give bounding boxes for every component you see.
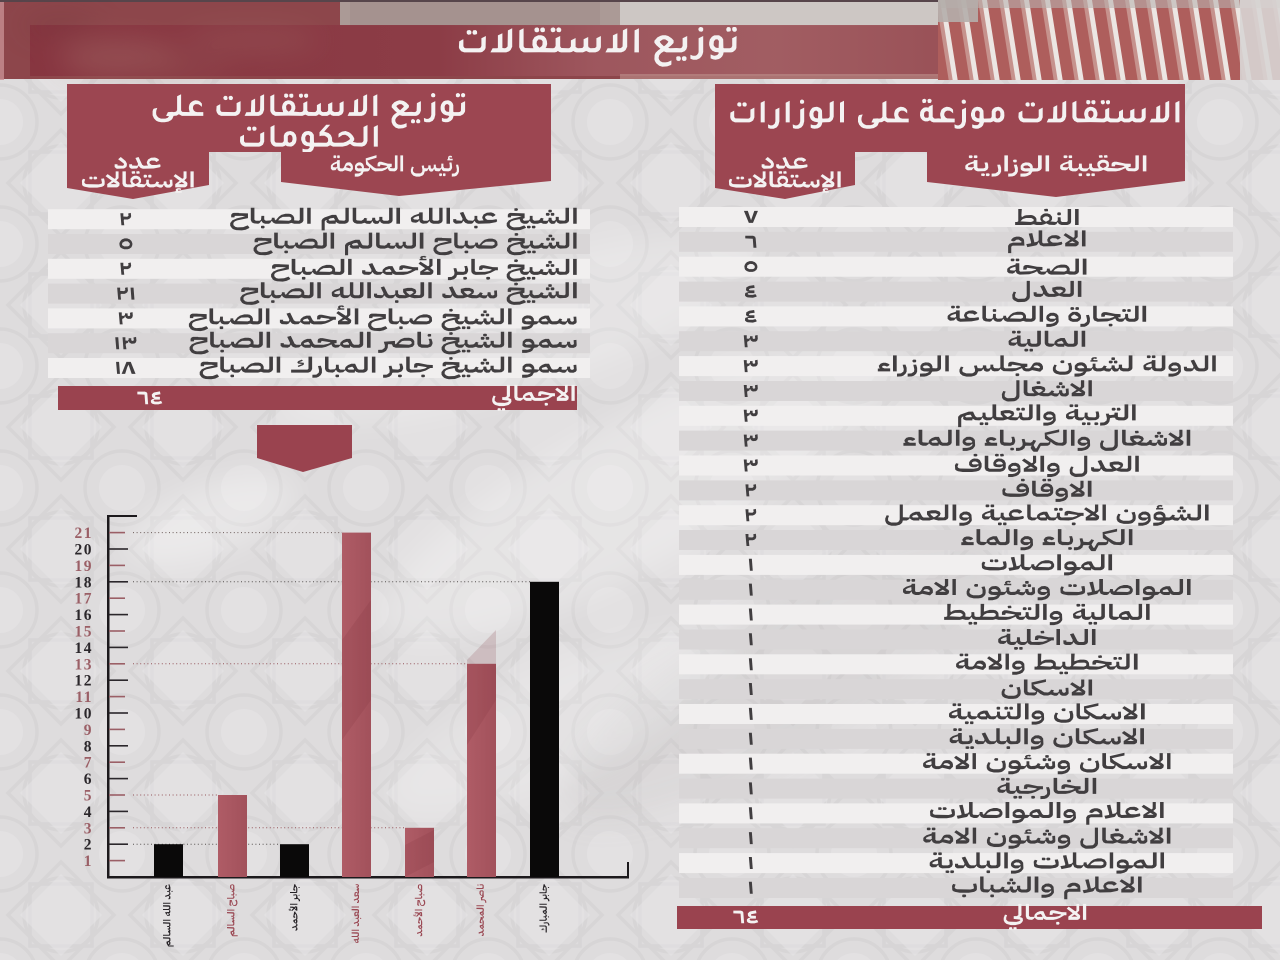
svg-text:8: 8 bbox=[84, 738, 93, 755]
svg-text:16: 16 bbox=[75, 607, 94, 624]
svg-text:20: 20 bbox=[75, 542, 94, 559]
svg-text:1: 1 bbox=[84, 853, 93, 870]
svg-text:6: 6 bbox=[84, 771, 93, 788]
svg-text:9: 9 bbox=[84, 722, 93, 739]
svg-text:18: 18 bbox=[75, 574, 94, 591]
svg-text:3: 3 bbox=[84, 820, 93, 837]
svg-text:15: 15 bbox=[75, 624, 94, 641]
svg-text:5: 5 bbox=[84, 788, 93, 805]
svg-text:4: 4 bbox=[84, 804, 93, 821]
svg-text:12: 12 bbox=[75, 673, 94, 690]
svg-text:17: 17 bbox=[75, 591, 94, 608]
svg-text:21: 21 bbox=[75, 525, 94, 542]
svg-text:13: 13 bbox=[75, 656, 94, 673]
svg-text:19: 19 bbox=[75, 558, 94, 575]
svg-text:14: 14 bbox=[75, 640, 94, 657]
svg-text:10: 10 bbox=[75, 706, 94, 723]
svg-text:11: 11 bbox=[75, 689, 93, 706]
svg-text:2: 2 bbox=[84, 837, 93, 854]
svg-text:7: 7 bbox=[84, 755, 93, 772]
